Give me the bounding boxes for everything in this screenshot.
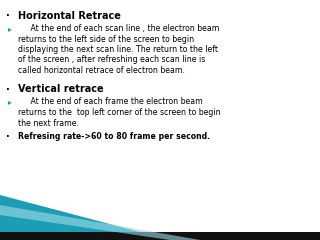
- Text: ·: ·: [6, 11, 10, 21]
- Text: ·: ·: [6, 132, 10, 142]
- Text: the next frame.: the next frame.: [18, 119, 79, 127]
- Text: returns to the left side of the screen to begin: returns to the left side of the screen t…: [18, 35, 194, 43]
- Text: ▸: ▸: [8, 97, 12, 107]
- Text: ▸: ▸: [8, 24, 12, 33]
- Text: ·: ·: [6, 84, 10, 95]
- Text: Horizontal Retrace: Horizontal Retrace: [18, 11, 121, 21]
- Text: Refresing rate->60 to 80 frame per second.: Refresing rate->60 to 80 frame per secon…: [18, 132, 210, 141]
- Polygon shape: [0, 205, 200, 240]
- Polygon shape: [0, 232, 320, 240]
- Text: displaying the next scan line. The return to the left: displaying the next scan line. The retur…: [18, 45, 218, 54]
- Text: At the end of each frame the electron beam: At the end of each frame the electron be…: [18, 97, 203, 107]
- Text: At the end of each scan line , the electron beam: At the end of each scan line , the elect…: [18, 24, 220, 33]
- Text: returns to the  top left corner of the screen to begin: returns to the top left corner of the sc…: [18, 108, 220, 117]
- Polygon shape: [0, 195, 170, 240]
- Text: called horizontal retrace of electron beam.: called horizontal retrace of electron be…: [18, 66, 185, 75]
- Text: Vertical retrace: Vertical retrace: [18, 84, 104, 95]
- Text: of the screen , after refreshing each scan line is: of the screen , after refreshing each sc…: [18, 55, 205, 65]
